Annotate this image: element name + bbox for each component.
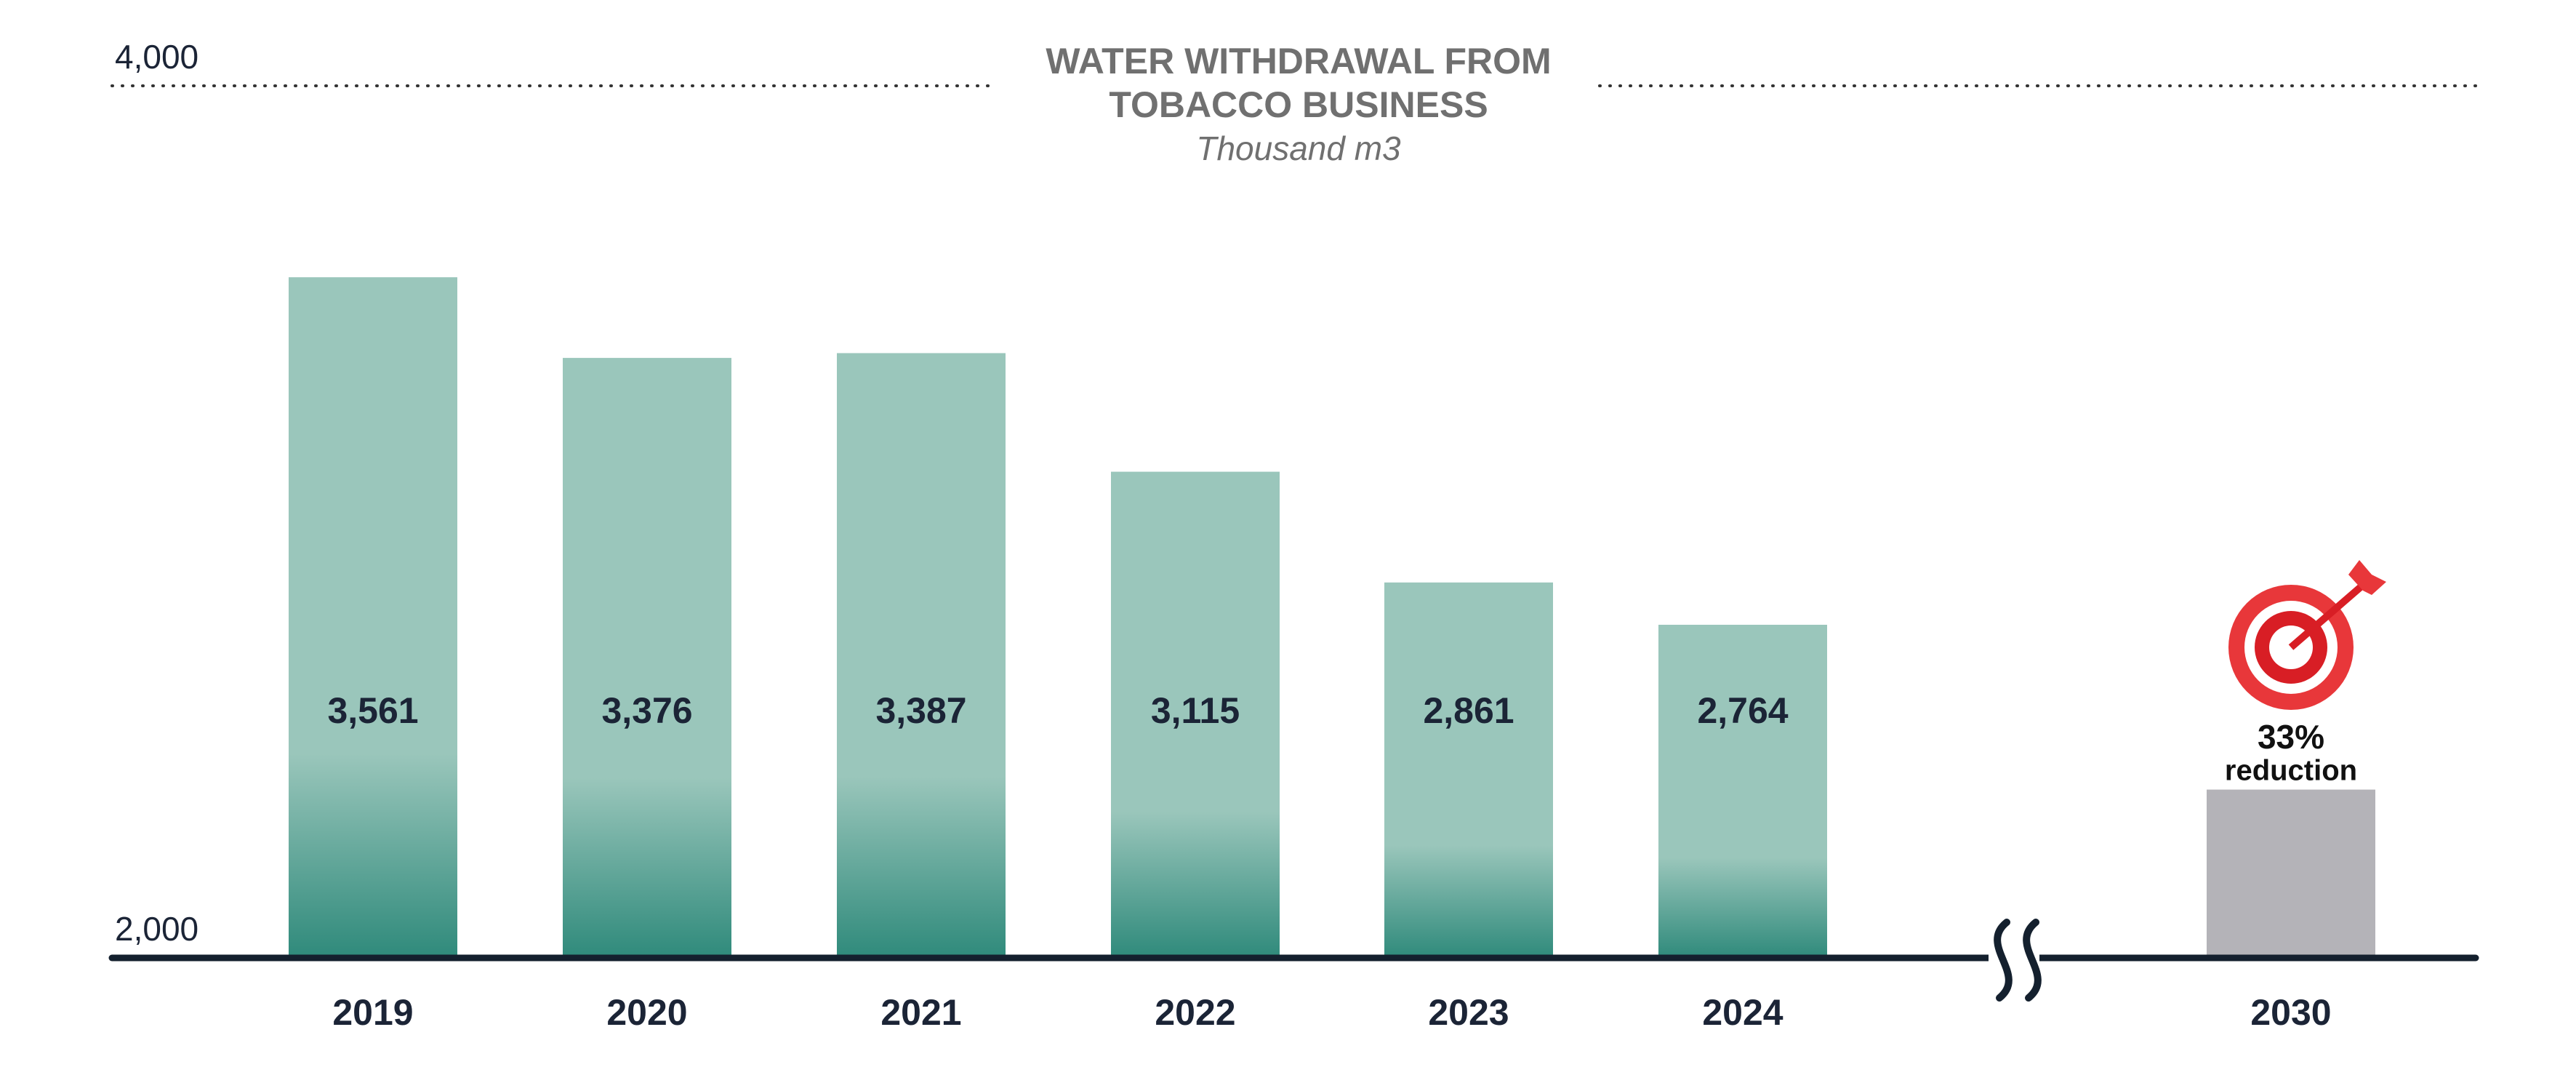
x-tick-label: 2030 (2250, 992, 2331, 1033)
x-tick-label: 2021 (880, 992, 961, 1033)
chart-title: TOBACCO BUSINESS (1109, 84, 1488, 125)
value-label: 2,861 (1423, 690, 1514, 731)
axis-break (1994, 919, 2013, 1002)
bar (289, 277, 457, 958)
bar (563, 358, 731, 958)
x-tick-label: 2019 (332, 992, 413, 1033)
x-tick-label: 2022 (1155, 992, 1235, 1033)
bar (1658, 624, 1827, 958)
y-tick-label: 2,000 (115, 910, 198, 948)
annotation: reduction (2225, 755, 2357, 787)
chart-title: WATER WITHDRAWAL FROM (1046, 41, 1551, 81)
x-tick-label: 2023 (1428, 992, 1509, 1033)
bar (2207, 789, 2375, 958)
value-label: 3,115 (1151, 690, 1240, 731)
bar (1111, 471, 1280, 958)
annotation: 33% (2258, 718, 2324, 756)
value-label: 3,376 (601, 690, 692, 731)
axis-break (2023, 919, 2042, 1002)
chart-subtitle: Thousand m3 (1196, 129, 1401, 167)
value-label: 2,764 (1697, 690, 1788, 731)
y-tick-label: 4,000 (115, 38, 198, 76)
value-label: 3,561 (327, 690, 418, 731)
x-tick-label: 2024 (1702, 992, 1783, 1033)
target-icon (2228, 560, 2386, 710)
x-tick-label: 2020 (606, 992, 687, 1033)
value-label: 3,387 (875, 690, 966, 731)
bar (1384, 582, 1553, 958)
bar (837, 353, 1006, 958)
